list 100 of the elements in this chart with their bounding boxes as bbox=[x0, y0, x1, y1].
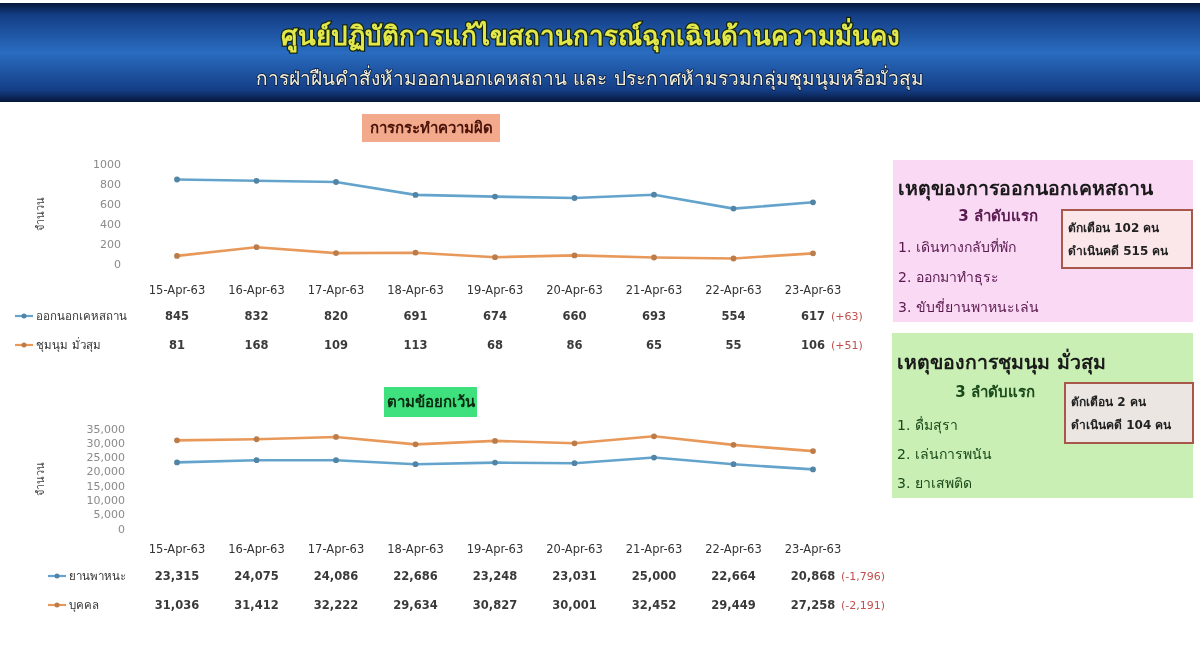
point bbox=[412, 441, 419, 448]
point bbox=[253, 177, 260, 184]
point bbox=[730, 255, 737, 262]
data-label: 617 bbox=[800, 309, 826, 323]
text: เหตุของการชุมนุม มั่วสุม bbox=[897, 347, 1106, 375]
data-label: 25,000 bbox=[631, 569, 677, 583]
text: 2. ออกมาทำธุระ bbox=[898, 269, 999, 286]
x-tick-label: 16-Apr-63 bbox=[228, 542, 285, 556]
data-label: 691 bbox=[403, 309, 428, 323]
y-tick-label: 400 bbox=[100, 217, 121, 231]
data-label: 845 bbox=[164, 309, 190, 323]
point bbox=[651, 191, 657, 198]
text: (+63) bbox=[831, 309, 863, 323]
point bbox=[174, 437, 180, 444]
legend-label: ยานพาหนะ bbox=[69, 569, 126, 583]
x-tick-label: 15-Apr-63 bbox=[148, 283, 206, 297]
data-label: 31,412 bbox=[234, 598, 279, 612]
x-tick-label: 22-Apr-63 bbox=[705, 542, 762, 556]
point bbox=[730, 461, 737, 468]
text: การฝ่าฝืนคำสั่งห้ามออกนอกเคหสถาน และ ประกาศห้ามรวมกลุ่มชุมนุมหรือมั่วสุม bbox=[256, 65, 924, 91]
point bbox=[571, 195, 578, 201]
text: ดำเนินคดี 104 คน bbox=[1071, 418, 1173, 432]
chart-title: การกระทำความผิด bbox=[369, 119, 493, 137]
point bbox=[730, 205, 737, 212]
data-label: 30,827 bbox=[472, 598, 518, 612]
text: (-2,191) bbox=[841, 598, 886, 612]
x-tick-label: 18-Apr-63 bbox=[387, 542, 444, 556]
text: (+51) bbox=[831, 338, 863, 352]
x-tick-label: 17-Apr-63 bbox=[307, 283, 365, 297]
point bbox=[174, 253, 180, 259]
data-label: 820 bbox=[323, 309, 349, 323]
x-tick-label: 21-Apr-63 bbox=[625, 283, 683, 297]
point bbox=[253, 436, 260, 443]
x-tick-label: 15-Apr-63 bbox=[148, 542, 206, 556]
data-label: 32,452 bbox=[631, 598, 677, 612]
data-label: 23,315 bbox=[154, 569, 200, 583]
data-label: 113 bbox=[403, 338, 428, 352]
chart-title: ตามข้อยกเว้น bbox=[386, 393, 476, 411]
data-label: 68 bbox=[486, 338, 504, 352]
point bbox=[810, 448, 816, 454]
x-tick-label: 17-Apr-63 bbox=[307, 542, 365, 556]
point bbox=[810, 250, 816, 257]
data-label: 832 bbox=[244, 309, 269, 323]
data-label: 22,686 bbox=[393, 569, 438, 583]
x-tick-label: 23-Apr-63 bbox=[784, 542, 842, 556]
y-tick-label: 30,000 bbox=[86, 436, 125, 450]
y-tick-label: 5,000 bbox=[93, 508, 125, 522]
point bbox=[492, 459, 498, 466]
text: 2. เล่นการพนัน bbox=[897, 446, 992, 462]
point bbox=[651, 433, 657, 440]
point bbox=[412, 249, 419, 256]
x-tick-label: 22-Apr-63 bbox=[705, 283, 762, 297]
point bbox=[253, 457, 260, 464]
data-label: 22,664 bbox=[711, 569, 756, 583]
text: ศูนย์ปฏิบัติการแก้ไขสถานการณ์ฉุกเฉินด้านความมั่นคง bbox=[280, 17, 900, 53]
data-label: 24,075 bbox=[234, 569, 279, 583]
data-label: 29,634 bbox=[393, 598, 438, 612]
point bbox=[651, 254, 657, 261]
text: ตักเตือน 102 คน bbox=[1068, 221, 1161, 235]
point bbox=[571, 460, 578, 467]
y-tick-label: 600 bbox=[100, 197, 121, 211]
point bbox=[730, 441, 737, 448]
text: 1. เดินทางกลับที่พัก bbox=[898, 238, 1016, 255]
data-label: 31,036 bbox=[154, 598, 200, 612]
data-label: 554 bbox=[721, 309, 746, 323]
data-label: 168 bbox=[244, 338, 269, 352]
legend-label: ชุมนุม มั่วสุม bbox=[36, 337, 101, 352]
point bbox=[333, 179, 339, 185]
y-tick-label: 0 bbox=[114, 257, 121, 271]
point bbox=[571, 252, 578, 259]
data-label: 674 bbox=[482, 309, 508, 323]
point bbox=[810, 199, 816, 206]
data-label: 81 bbox=[168, 338, 186, 352]
y-tick-label: 15,000 bbox=[86, 479, 125, 493]
data-label: 27,258 bbox=[790, 598, 836, 612]
point bbox=[174, 176, 180, 183]
text: 3. ขับขี่ยานพาหนะเล่น bbox=[898, 298, 1039, 315]
data-label: 660 bbox=[562, 309, 587, 323]
data-label: 23,031 bbox=[552, 569, 597, 583]
data-label: 65 bbox=[645, 338, 663, 352]
point bbox=[333, 457, 339, 464]
point bbox=[571, 440, 578, 447]
y-tick-label: 25,000 bbox=[86, 451, 125, 465]
legend-label: ออกนอกเคหสถาน bbox=[36, 309, 127, 323]
data-label: 106 bbox=[800, 338, 826, 352]
text: 1. ดื่มสุรา bbox=[897, 416, 958, 434]
y-tick-label: 35,000 bbox=[86, 422, 125, 436]
point bbox=[333, 434, 339, 440]
text: 3 ลำดับแรก bbox=[955, 383, 1035, 401]
point bbox=[492, 438, 498, 444]
point bbox=[412, 461, 419, 468]
data-label: 23,248 bbox=[472, 569, 518, 583]
point bbox=[174, 459, 180, 466]
data-label: 86 bbox=[566, 338, 583, 352]
y-tick-label: 1000 bbox=[93, 157, 121, 171]
y-tick-label: 10,000 bbox=[86, 493, 125, 507]
text: ตักเตือน 2 คน bbox=[1071, 395, 1147, 409]
point bbox=[492, 254, 498, 261]
x-tick-label: 23-Apr-63 bbox=[784, 283, 842, 297]
text: 3 ลำดับแรก bbox=[958, 207, 1038, 225]
